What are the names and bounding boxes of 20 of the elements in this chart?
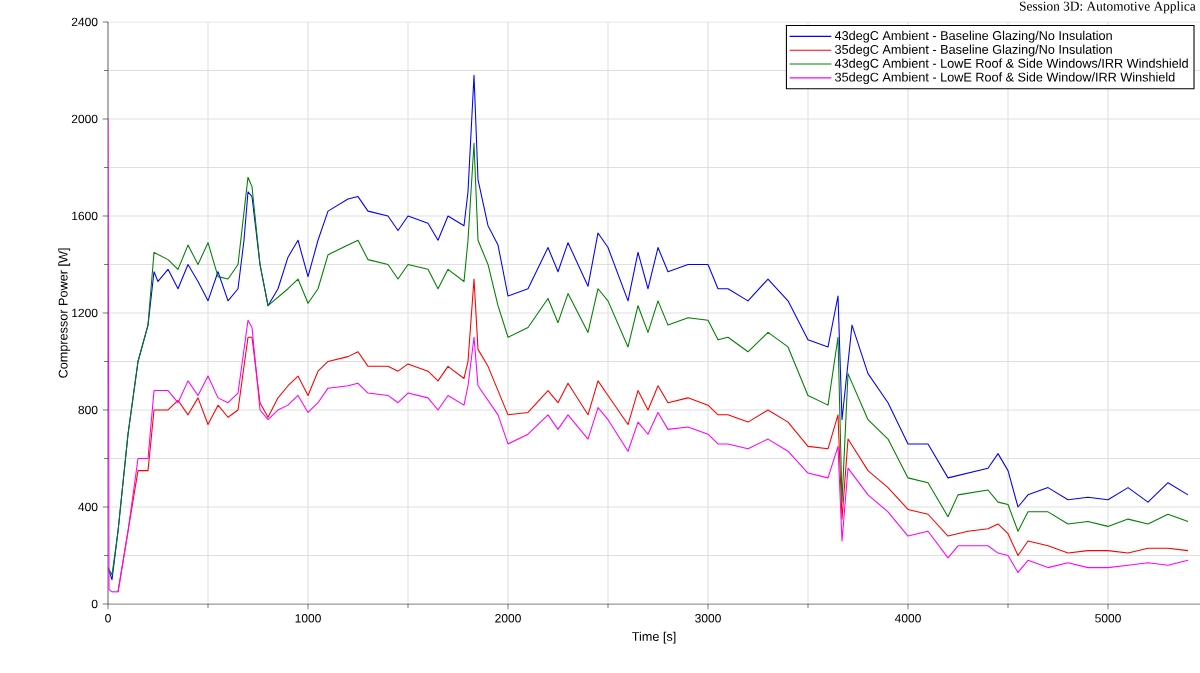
x-tick-label: 4000 — [894, 614, 921, 623]
x-tick-label: 0 — [105, 614, 111, 623]
y-tick-label: 2400 — [71, 17, 98, 27]
y-tick-label: 0 — [91, 599, 98, 609]
x-tick-label: 3000 — [695, 614, 721, 623]
y-tick-label: 1200 — [72, 308, 98, 318]
x-axis-title: Time [s] — [632, 631, 676, 644]
x-tick-label: 1000 — [295, 614, 321, 623]
legend-label: 43degC Ambient - Baseline Glazing/No Insulation — [834, 30, 1112, 43]
legend-label: 43degC Ambient - LowE Roof & Side Windows/IRR Windshield — [834, 58, 1188, 71]
x-tick-label: 5000 — [1095, 614, 1121, 623]
text: Session 3D: Automotive Applica — [1019, 1, 1196, 14]
y-axis-title: Compressor Power [W] — [58, 248, 71, 378]
y-tick-label: 800 — [78, 405, 98, 415]
legend-label: 35degC Ambient - LowE Roof & Side Window/IRR Winshield — [835, 72, 1175, 85]
y-tick-label: 1600 — [72, 211, 98, 221]
x-tick-label: 2000 — [495, 614, 521, 623]
y-tick-label: 2000 — [71, 114, 98, 124]
y-tick-label: 400 — [78, 502, 98, 512]
legend-label: 35degC Ambient - Baseline Glazing/No Insulation — [835, 44, 1112, 57]
